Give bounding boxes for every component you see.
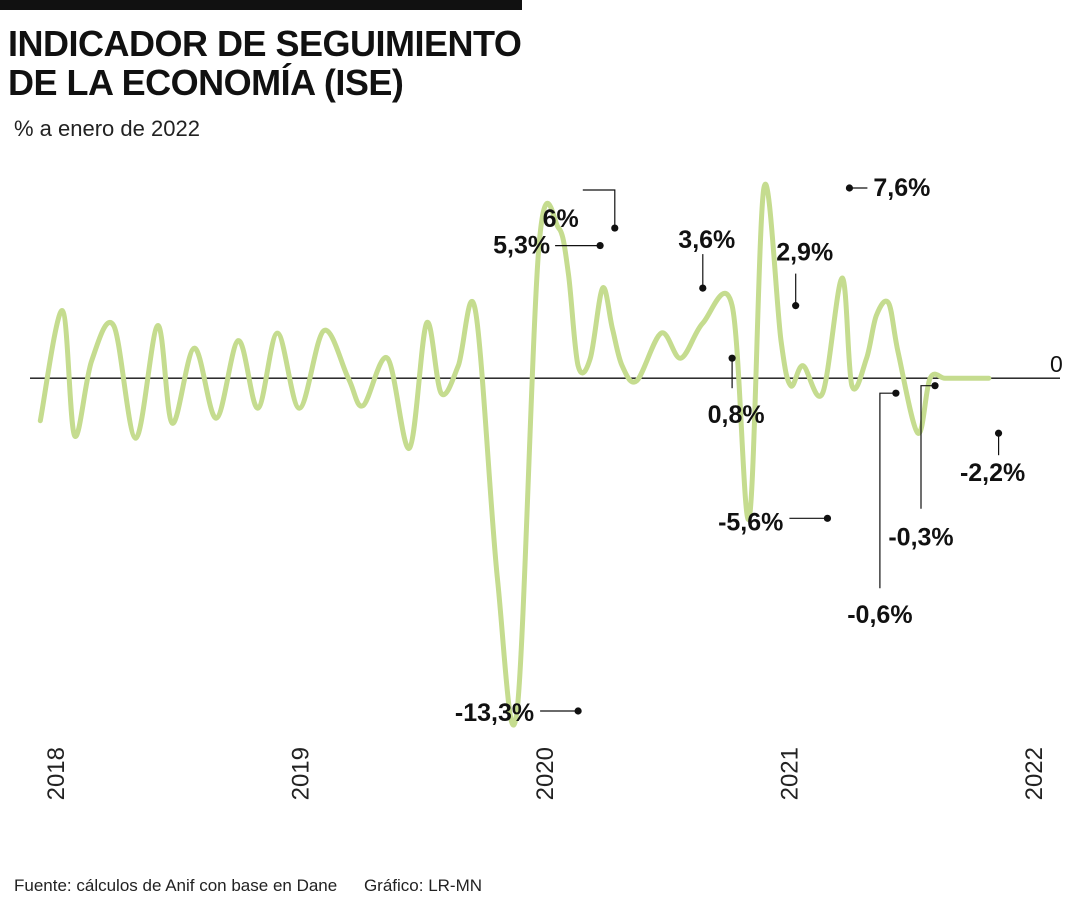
data-label-6: -13,3% xyxy=(455,699,582,727)
data-label-text: -0,3% xyxy=(888,524,953,552)
data-point-marker xyxy=(611,224,619,232)
leader-line xyxy=(920,385,935,509)
data-point-marker xyxy=(596,241,604,250)
x-tick-label-2022: 2022 xyxy=(1021,747,1048,800)
data-label-text: 6% xyxy=(543,205,579,233)
credit-note: Gráfico: LR-MN xyxy=(363,876,483,895)
data-label-3: 2,9% xyxy=(776,239,833,310)
data-point-marker xyxy=(792,302,800,310)
data-label-4: 7,6% xyxy=(845,174,930,202)
line-chart: 0 2018 2019 2020 2021 2022 6%5,3% 3,6% 2,9% 7,6… xyxy=(30,174,1063,800)
footer: Fuente: cálculos de Anif con base en Dan… xyxy=(14,876,482,896)
data-label-group: 6%5,3% 3,6% 2,9% 7,6% 0,8% -13,3% -5,6% -0,6% -0… xyxy=(455,174,1025,727)
data-label-0: 6% xyxy=(543,189,619,233)
x-tick-label-2019: 2019 xyxy=(287,747,314,800)
data-label-8: -0,6% xyxy=(847,389,913,629)
data-label-9: -0,3% xyxy=(888,382,954,552)
data-label-text: -5,6% xyxy=(718,508,783,536)
data-label-text: 5,3% xyxy=(493,232,550,260)
data-label-text: -0,6% xyxy=(847,601,912,629)
x-tick-label-2020: 2020 xyxy=(532,747,559,800)
top-rule xyxy=(0,0,522,10)
leader-line xyxy=(879,392,896,589)
x-axis-ticks: 2018 2019 2020 2021 2022 xyxy=(43,747,1048,800)
data-point-marker xyxy=(728,354,736,362)
data-label-10: -2,2% xyxy=(960,429,1025,487)
data-label-7: -5,6% xyxy=(718,508,832,536)
data-point-marker xyxy=(823,514,832,522)
chart-subtitle: % a enero de 2022 xyxy=(14,116,200,141)
chart-title: INDICADOR DE SEGUIMIENTO DE LA ECONOMÍA … xyxy=(8,24,608,102)
source-note: Fuente: cálculos de Anif con base en Dan… xyxy=(14,876,338,895)
zero-label: 0 xyxy=(1050,351,1063,377)
data-label-2: 3,6% xyxy=(678,226,735,292)
data-label-text: 2,9% xyxy=(776,239,833,267)
data-label-1: 5,3% xyxy=(493,232,604,260)
data-label-text: 0,8% xyxy=(708,401,765,429)
x-tick-label-2018: 2018 xyxy=(43,747,70,800)
data-point-marker xyxy=(574,707,582,715)
title-line-1: INDICADOR DE SEGUIMIENTO xyxy=(8,23,522,64)
data-label-text: 7,6% xyxy=(873,174,930,202)
leader-line xyxy=(582,189,616,228)
data-label-text: -2,2% xyxy=(960,459,1025,487)
data-label-5: 0,8% xyxy=(708,354,765,429)
data-label-text: -13,3% xyxy=(455,699,534,727)
x-tick-label-2021: 2021 xyxy=(776,747,803,800)
series-line-ise xyxy=(37,181,992,728)
title-line-2: DE LA ECONOMÍA (ISE) xyxy=(8,62,404,103)
data-label-text: 3,6% xyxy=(678,226,735,254)
